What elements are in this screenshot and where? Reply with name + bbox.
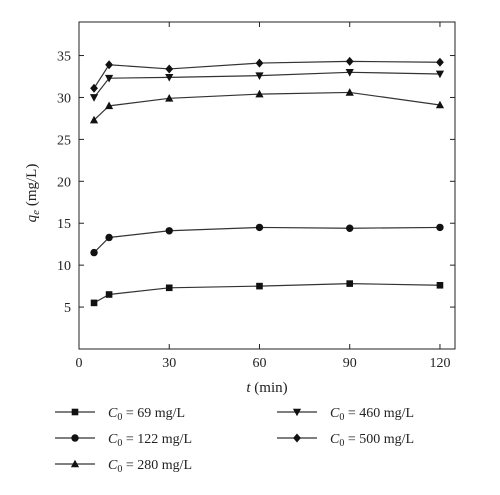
y-tick-label: 10 (57, 259, 71, 274)
legend: C0 = 69 mg/LC0 = 122 mg/LC0 = 280 mg/LC0… (55, 406, 414, 475)
data-point (105, 291, 113, 298)
legend-marker (71, 434, 79, 442)
data-point (435, 70, 445, 79)
series-line (93, 71, 440, 98)
y-axis-subscript: e (30, 210, 42, 215)
series-0 (90, 280, 444, 307)
legend-sub: 0 (339, 412, 344, 423)
data-point (90, 83, 98, 93)
legend-sub: 0 (339, 438, 344, 449)
legend-var: C (330, 432, 340, 447)
y-tick-label: 30 (57, 91, 71, 106)
data-point (165, 284, 173, 292)
axes: 0 30 60 90 120 5 10 15 20 25 30 35 (57, 21, 456, 371)
series-line (93, 282, 440, 304)
data-point (345, 56, 354, 66)
legend-var: C (108, 406, 118, 421)
x-tick-label: 90 (343, 356, 357, 371)
legend-label: C0 = 69 mg/L (108, 406, 185, 423)
data-point (255, 72, 264, 80)
data-point (436, 281, 444, 289)
legend-marker (292, 408, 302, 417)
y-axis-unit: (mg/L) (24, 164, 40, 210)
y-tick-label: 20 (57, 175, 71, 190)
legend-entry-0: C0 = 69 mg/L (55, 406, 185, 423)
data-point (346, 280, 354, 287)
legend-marker (293, 433, 301, 443)
data-point (256, 282, 263, 290)
data-point (105, 60, 113, 70)
series-line (93, 226, 440, 254)
series-line (93, 91, 441, 121)
y-axis-label: qe (mg/L) (24, 164, 42, 223)
x-tick-label: 0 (76, 356, 83, 371)
legend-value: = 280 mg/L (122, 458, 192, 473)
data-point (165, 64, 174, 74)
legend-sub: 0 (117, 464, 122, 475)
legend-var: C (330, 406, 340, 421)
legend-var: C (108, 458, 118, 473)
x-axis-unit: (min) (251, 380, 288, 396)
data-point (89, 94, 99, 102)
data-point (435, 100, 445, 109)
legend-entry-4: C0 = 500 mg/L (277, 432, 414, 449)
legend-label: C0 = 460 mg/L (330, 406, 414, 423)
data-point (436, 57, 444, 67)
data-point (104, 74, 114, 83)
legend-entry-2: C0 = 280 mg/L (55, 458, 192, 475)
legend-value: = 500 mg/L (344, 432, 414, 447)
legend-sub: 0 (117, 438, 122, 449)
data-point (165, 94, 174, 102)
x-tick-label: 60 (252, 356, 266, 371)
data-point (90, 248, 98, 257)
data-point (255, 223, 264, 232)
y-tick-label: 15 (57, 217, 71, 232)
y-axis-variable: q (24, 214, 40, 222)
legend-label: C0 = 280 mg/L (108, 458, 192, 475)
x-axis-label: t (min) (246, 380, 287, 396)
data-point (104, 101, 114, 110)
series-2 (89, 88, 445, 124)
data-point (255, 89, 264, 98)
data-point (105, 233, 113, 242)
legend-var: C (108, 432, 118, 447)
data-point (346, 224, 354, 232)
data-point (89, 115, 99, 124)
x-tick-label: 30 (162, 356, 176, 371)
plot-frame (78, 21, 456, 350)
legend-value: = 122 mg/L (122, 432, 192, 447)
data-point (255, 58, 264, 68)
series-3 (89, 69, 445, 102)
data-point (436, 223, 444, 232)
legend-label: C0 = 122 mg/L (108, 432, 192, 449)
plot-area (89, 56, 445, 307)
legend-marker (70, 459, 80, 468)
data-point (165, 74, 174, 82)
data-point (165, 227, 173, 235)
data-point (345, 69, 354, 77)
series-line (93, 60, 440, 89)
legend-value: = 69 mg/L (122, 406, 185, 421)
data-point (345, 88, 354, 96)
legend-value: = 460 mg/L (344, 406, 414, 421)
series-4 (90, 56, 444, 93)
series-1 (90, 223, 444, 257)
data-point (90, 299, 98, 307)
legend-label: C0 = 500 mg/L (330, 432, 414, 449)
legend-marker (71, 408, 79, 416)
x-tick-label: 120 (429, 356, 450, 371)
legend-entry-1: C0 = 122 mg/L (55, 432, 192, 449)
legend-sub: 0 (117, 412, 122, 423)
y-tick-label: 35 (57, 50, 71, 65)
x-axis-variable: t (246, 380, 251, 396)
legend-entry-3: C0 = 460 mg/L (277, 406, 414, 423)
y-tick-label: 25 (57, 133, 71, 148)
y-tick-label: 5 (64, 301, 71, 316)
